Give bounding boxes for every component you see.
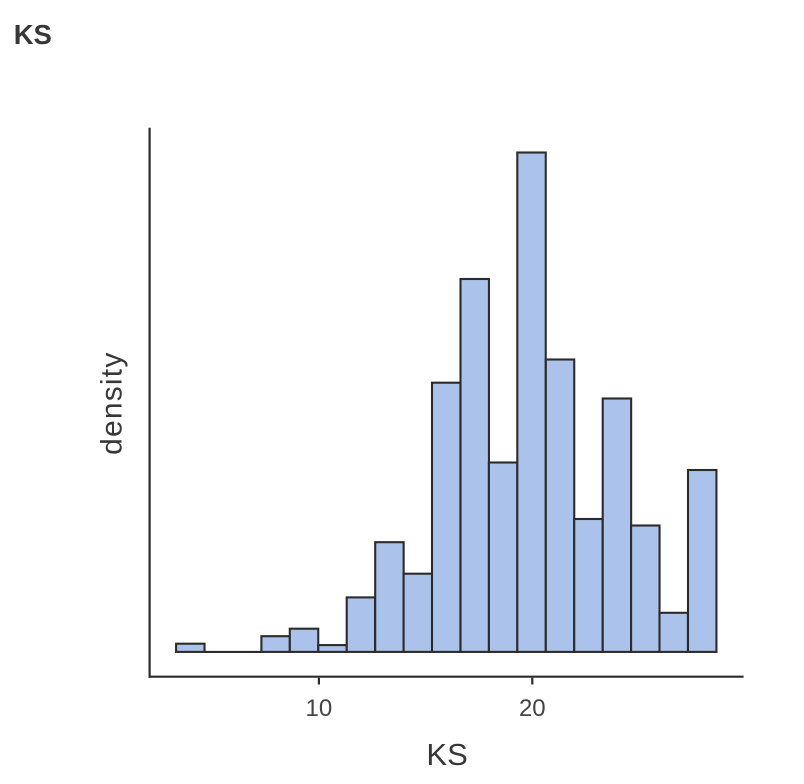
svg-text:KS: KS <box>14 19 52 50</box>
svg-text:10: 10 <box>306 695 333 722</box>
svg-text:density: density <box>96 351 129 454</box>
svg-text:KS: KS <box>426 737 467 772</box>
svg-text:20: 20 <box>519 695 546 722</box>
